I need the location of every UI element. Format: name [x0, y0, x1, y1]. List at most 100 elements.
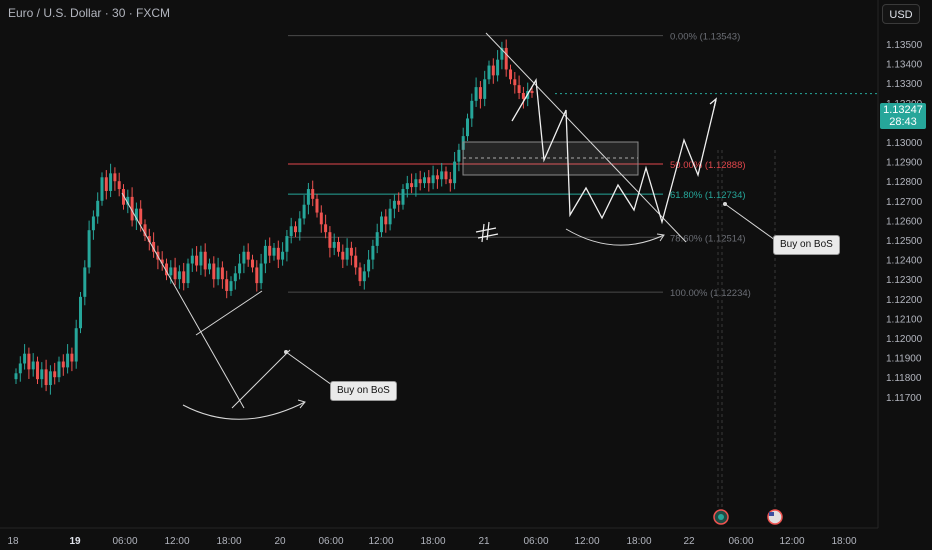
candle-body — [117, 181, 121, 190]
candle-body — [332, 241, 336, 248]
candle-body — [435, 175, 439, 180]
candle-body — [173, 267, 177, 280]
candle-body — [324, 224, 328, 233]
curved-arrow-right — [565, 228, 665, 246]
price-tick-label: 1.13400 — [886, 60, 923, 71]
candle-body — [31, 361, 35, 370]
fib-level-label: 78.60% (1.12514) — [670, 233, 746, 244]
candle-body — [349, 247, 353, 256]
price-tick-label: 1.12600 — [886, 216, 923, 227]
candle-body — [203, 251, 207, 270]
candle-body — [66, 353, 70, 368]
candle-body — [453, 161, 457, 184]
candle-body — [18, 363, 22, 374]
projected-price-path — [511, 77, 717, 225]
candle-body — [311, 189, 315, 199]
candle-body — [70, 353, 74, 362]
price-tick-label: 1.12500 — [886, 236, 923, 247]
candle-body — [212, 263, 216, 280]
candle-body — [109, 173, 113, 191]
candle-body — [182, 271, 186, 284]
candle-body — [79, 296, 82, 329]
price-tick-label: 1.13300 — [886, 79, 923, 90]
candle-body — [83, 267, 87, 297]
candle-body — [474, 87, 478, 101]
candle-body — [530, 91, 534, 93]
candle-body — [130, 196, 134, 221]
fib-level-label: 50.00% (1.12888) — [670, 160, 746, 171]
candle-body — [384, 216, 388, 225]
candle-body — [354, 255, 358, 268]
price-tick-label: 1.12300 — [886, 275, 923, 286]
candle-body — [276, 247, 280, 260]
candle-body — [134, 208, 138, 221]
candle-body — [414, 179, 418, 188]
candle-body — [345, 247, 349, 260]
time-tick-label: 21 — [478, 536, 490, 547]
candle-body — [315, 198, 319, 213]
candle-body — [466, 118, 469, 137]
candle-body — [470, 100, 474, 119]
candle-body — [169, 267, 173, 276]
candle-body — [491, 65, 495, 76]
candle-body — [199, 251, 203, 266]
candle-body — [513, 79, 517, 86]
candle-body — [448, 179, 452, 184]
candle-body — [367, 259, 371, 272]
candle-body — [229, 281, 233, 291]
candle-body — [380, 216, 383, 233]
candle-body — [500, 47, 504, 60]
candle-body — [418, 179, 422, 184]
candle-body — [362, 271, 366, 282]
candle-body — [392, 200, 396, 209]
downtrend-line-left — [121, 192, 245, 409]
candle-body — [44, 369, 48, 386]
candle-body — [225, 279, 229, 291]
buy-on-bos-callout-left[interactable]: Buy on BoS — [330, 381, 397, 401]
candle-body — [143, 224, 147, 237]
candle-body — [122, 189, 125, 205]
bar-countdown: 28:43 — [889, 116, 917, 128]
candle-body — [113, 173, 117, 182]
fib-level-label: 61.80% (1.12734) — [670, 190, 746, 201]
candle-body — [289, 226, 293, 237]
time-tick-label: 19 — [69, 536, 81, 547]
us-flag-event-icon-canton — [769, 512, 774, 516]
time-tick-label: 18:00 — [626, 536, 651, 547]
candle-body — [160, 259, 164, 264]
candle-body — [208, 263, 211, 270]
candle-body — [57, 361, 61, 378]
hand-marker — [475, 221, 499, 243]
candle-body — [87, 230, 91, 268]
candle-body — [177, 271, 181, 280]
currency-button[interactable]: USD — [882, 4, 920, 24]
candle-body — [246, 251, 250, 260]
candle-body — [410, 183, 414, 188]
time-tick-label: 06:00 — [523, 536, 548, 547]
fib-level-label: 0.00% (1.13543) — [670, 32, 740, 43]
candle-body — [233, 273, 237, 282]
candle-body — [440, 171, 444, 180]
rally-line-left — [231, 349, 291, 409]
current-price-tag: 1.13247 28:43 — [880, 103, 926, 129]
projection-arrowhead — [709, 97, 718, 109]
price-tick-label: 1.12000 — [886, 334, 923, 345]
price-tick-label: 1.11700 — [886, 393, 922, 404]
candle-body — [285, 236, 289, 252]
eu-flag-event-icon-inner — [718, 514, 724, 520]
candle-body — [74, 328, 78, 362]
candle-body — [298, 218, 302, 233]
current-price-value: 1.13247 — [883, 104, 923, 116]
buy-on-bos-callout-right[interactable]: Buy on BoS — [773, 235, 840, 255]
price-tick-label: 1.11800 — [886, 373, 922, 384]
candle-body — [431, 175, 435, 184]
curved-arrow-left — [182, 401, 306, 420]
candle-body — [126, 196, 130, 205]
candle-body — [483, 79, 487, 99]
candle-body — [36, 361, 39, 380]
candle-body — [509, 69, 512, 80]
candle-body — [517, 85, 521, 93]
candle-body — [281, 251, 285, 260]
